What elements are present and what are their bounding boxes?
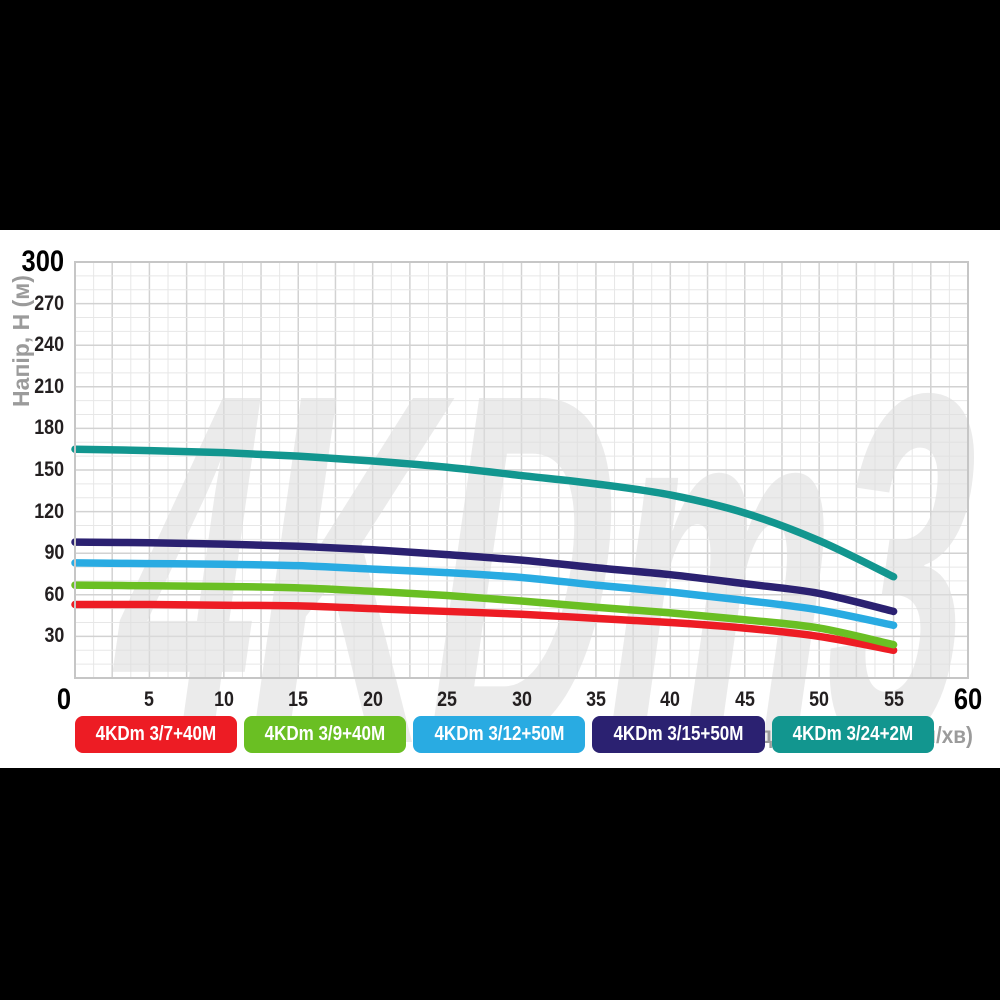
curve-4kdm-3-7-40m (71, 600, 898, 655)
legend: 4KDm 3/7+40M 4KDm 3/9+40M 4KDm 3/12+50M 4KD… (75, 716, 934, 753)
y-tick-value: 300 (21, 245, 64, 278)
x-tick-value: 20 (362, 688, 383, 711)
y-tick-value: 90 (44, 541, 64, 565)
x-tick-value: 30 (511, 688, 532, 711)
x-tick-value: 35 (585, 688, 606, 711)
y-tick-label: 90 (0, 541, 64, 565)
legend-label: 4KDm 3/9+40M (264, 723, 385, 745)
y-tick-label: 120 (0, 500, 64, 524)
y-tick-value: 60 (44, 582, 64, 606)
x-tick-label: 40 (659, 687, 682, 713)
legend-pill-4kdm-3-24-2m: 4KDm 3/24+2M (772, 716, 934, 753)
legend-label: 4KDm 3/7+40M (95, 723, 217, 745)
x-tick-label: 30 (510, 687, 533, 713)
x-tick-label: 20 (361, 687, 384, 713)
x-tick-label: 35 (584, 687, 607, 713)
chart-panel: 4KDm3 300 270 240 210 180 150 120 90 60 30 0 5 10 15… (0, 230, 1000, 768)
legend-label: 4KDm 3/15+50M (613, 723, 744, 745)
x-tick-label: 25 (435, 687, 458, 713)
y-tick-label: 210 (0, 375, 64, 399)
curve-4kdm-3-15-50m (71, 538, 898, 616)
x-tick-label: 5 (144, 687, 156, 713)
x-tick-value: 40 (660, 688, 681, 711)
x-tick-label: 55 (882, 687, 905, 713)
x-tick-value: 25 (437, 688, 458, 711)
x-tick-label: 60 (951, 683, 984, 716)
x-tick-value: 10 (213, 688, 234, 711)
x-tick-value: 60 (953, 683, 983, 716)
y-tick-label: 300 (0, 246, 64, 278)
y-tick-value: 240 (34, 333, 64, 357)
y-tick-value: 30 (44, 624, 64, 648)
x-tick-value: 15 (288, 688, 309, 711)
legend-pill-4kdm-3-9-40m: 4KDm 3/9+40M (243, 716, 406, 753)
y-tick-value: 180 (34, 416, 64, 440)
curve-4kdm-3-24-2m (71, 445, 898, 581)
watermark-text: 4KDm3 (84, 290, 1000, 768)
legend-pill-4kdm-3-12-50m: 4KDm 3/12+50M (412, 716, 586, 753)
x-tick-label: 45 (733, 687, 756, 713)
pump-performance-chart: 4KDm3 (71, 261, 1000, 768)
watermark: 4KDm3 (84, 290, 1000, 768)
x-tick-label: 50 (807, 687, 830, 713)
x-tick-value: 45 (734, 688, 755, 711)
x-tick-value: 0 (56, 683, 72, 716)
curve-4kdm-3-12-50m (71, 559, 898, 630)
pump-curves (71, 445, 898, 655)
y-tick-value: 270 (34, 291, 64, 315)
x-tick-label: 0 (56, 683, 73, 716)
y-tick-value: 210 (34, 374, 64, 398)
curve-4kdm-3-9-40m (71, 581, 898, 649)
plot-border (74, 261, 969, 679)
x-tick-label: 15 (287, 687, 310, 713)
y-tick-label: 30 (0, 624, 64, 648)
y-tick-label: 150 (0, 458, 64, 482)
legend-label: 4KDm 3/12+50M (433, 723, 564, 745)
grid-lines (74, 261, 969, 679)
y-tick-label: 270 (0, 292, 64, 316)
legend-label: 4KDm 3/24+2M (792, 723, 914, 745)
legend-pill-4kdm-3-7-40m: 4KDm 3/7+40M (75, 716, 237, 753)
x-tick-label: 10 (212, 687, 235, 713)
legend-pill-4kdm-3-15-50m: 4KDm 3/15+50M (592, 716, 766, 753)
y-tick-value: 150 (34, 458, 64, 481)
y-tick-label: 240 (0, 333, 64, 357)
x-tick-value: 55 (883, 688, 904, 711)
x-tick-value: 5 (144, 688, 155, 711)
y-tick-label: 180 (0, 416, 64, 440)
y-tick-value: 120 (34, 499, 64, 523)
y-tick-label: 60 (0, 583, 64, 607)
x-tick-value: 50 (809, 688, 830, 711)
y-axis-title: Напір, H (м) (8, 275, 34, 407)
